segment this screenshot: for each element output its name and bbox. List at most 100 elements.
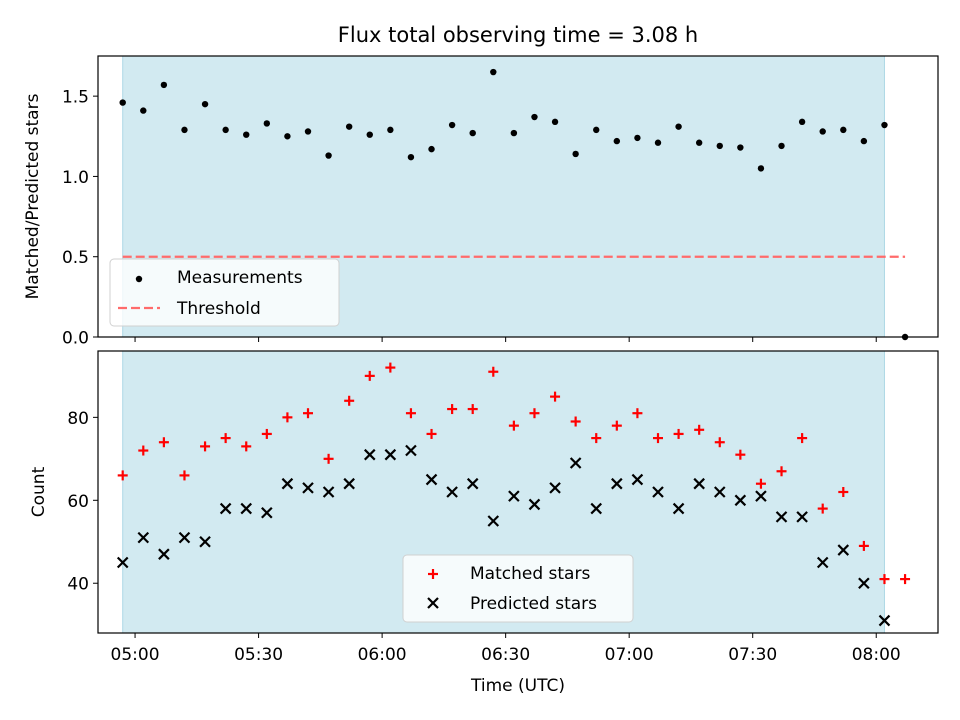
x-b	[137, 531, 150, 544]
top-axes-frame	[97, 55, 939, 338]
x-b	[178, 531, 191, 544]
matched-star-point	[364, 370, 375, 381]
y-tick-label: 1.0	[62, 168, 89, 188]
measurement-point	[160, 81, 168, 89]
matched-star-point	[632, 408, 643, 419]
legend-bottom: Matched stars Predicted stars	[402, 554, 634, 623]
x-b	[466, 477, 479, 490]
predicted-star-point	[693, 477, 705, 490]
x-b	[775, 511, 788, 523]
measurement-point	[860, 137, 868, 145]
y-tick-label: 0.0	[62, 329, 89, 349]
predicted-star-point	[487, 515, 500, 527]
matched-star-point	[261, 428, 272, 439]
matched-star-point	[838, 487, 849, 497]
predicted-star-point	[137, 531, 150, 544]
matched-star-point	[405, 408, 416, 419]
measurement-point	[840, 126, 847, 134]
x-b	[796, 511, 808, 523]
matched-star-point	[529, 408, 540, 419]
x-axis-label: Time (UTC)	[470, 676, 565, 696]
y-tick-label: 80	[67, 409, 89, 429]
matched-star-point	[694, 424, 705, 435]
x-b	[240, 502, 253, 515]
matched-star-point	[735, 449, 746, 460]
predicted-star-point	[775, 511, 788, 523]
x-tick-label: 07:30	[728, 645, 777, 665]
matched-star-point	[344, 395, 355, 406]
measurement-point	[448, 121, 456, 129]
measurement-point	[757, 165, 765, 172]
x-tick-label: 05:00	[111, 645, 160, 665]
x-b	[816, 556, 829, 569]
measurement-point	[284, 133, 291, 140]
measurement-point	[593, 126, 600, 134]
measurement-point	[716, 142, 723, 150]
predicted-star-point	[858, 577, 870, 590]
x-b	[672, 502, 685, 515]
measurement-point	[387, 126, 394, 134]
x-b	[199, 535, 211, 548]
measurement-point	[469, 129, 476, 137]
x-b	[322, 486, 335, 498]
matched-star-point	[653, 433, 663, 444]
y-tick-label: 60	[67, 492, 89, 512]
x-b	[508, 490, 520, 502]
legend-marker-matched	[428, 569, 438, 579]
measurement-point	[140, 107, 147, 114]
x-b	[528, 498, 541, 511]
x-b	[569, 457, 582, 469]
matched-star-point	[303, 408, 313, 419]
x-b	[425, 473, 438, 486]
measurement-point	[675, 123, 682, 130]
predicted-star-point	[405, 444, 417, 457]
x-b	[837, 544, 850, 556]
measurement-point	[243, 131, 250, 138]
measurement-point	[510, 129, 518, 137]
matched-star-point	[570, 416, 581, 427]
measurement-point	[881, 121, 888, 129]
legend-marker-predicted	[427, 597, 439, 609]
predicted-star-point	[755, 490, 767, 502]
x-b	[405, 444, 417, 457]
predicted-star-point	[508, 490, 520, 502]
legend-label-predicted: Predicted stars	[470, 594, 597, 614]
x-b	[363, 448, 376, 461]
predicted-star-point	[281, 477, 294, 490]
measurement-point	[695, 139, 703, 146]
matched-star-point	[158, 437, 169, 448]
x-b	[446, 486, 458, 498]
x-b	[858, 577, 870, 590]
predicted-star-point	[672, 502, 685, 515]
x-b	[631, 473, 644, 486]
measurement-point	[531, 113, 538, 121]
measurement-point	[613, 137, 621, 145]
measurement-point	[634, 134, 641, 142]
predicted-star-point	[816, 556, 829, 569]
matched-star-point	[426, 428, 437, 439]
x-b	[302, 482, 314, 494]
matched-star-point	[776, 466, 787, 477]
x-tick-label: 06:00	[358, 645, 407, 665]
x-b	[611, 477, 623, 490]
predicted-star-point	[611, 477, 623, 490]
measurement-point	[428, 145, 435, 153]
predicted-star-point	[446, 486, 458, 498]
y-axis-label: Matched/Predicted stars	[23, 93, 43, 299]
matched-star-point	[714, 437, 725, 448]
matched-star-point	[220, 433, 231, 444]
x-b	[652, 486, 664, 498]
y-axis-label: Count	[29, 466, 49, 517]
measurement-point	[778, 142, 785, 150]
predicted-star-point	[590, 502, 603, 515]
matched-star-point	[467, 404, 478, 415]
count-panel: 40 60 80 05:00 05:30 06:00 06:30 07:00 07:30 08:0…	[29, 350, 939, 696]
measurement-point	[366, 131, 373, 138]
legend-label-measurements: Measurements	[177, 268, 303, 288]
x-b	[590, 502, 603, 515]
chart-title: Flux total observing time = 3.08 h	[338, 23, 698, 47]
measurement-point	[263, 120, 271, 127]
y-tick-label: 0.5	[62, 248, 89, 268]
legend-box	[109, 258, 340, 327]
